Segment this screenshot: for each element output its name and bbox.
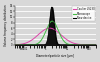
Y-axis label: Volume frequency distribution: Volume frequency distribution bbox=[4, 4, 8, 46]
X-axis label: Diameter/particle size [µm]: Diameter/particle size [µm] bbox=[36, 54, 74, 58]
Legend: Coulter LS230, Microscope, New device: Coulter LS230, Microscope, New device bbox=[72, 6, 95, 21]
